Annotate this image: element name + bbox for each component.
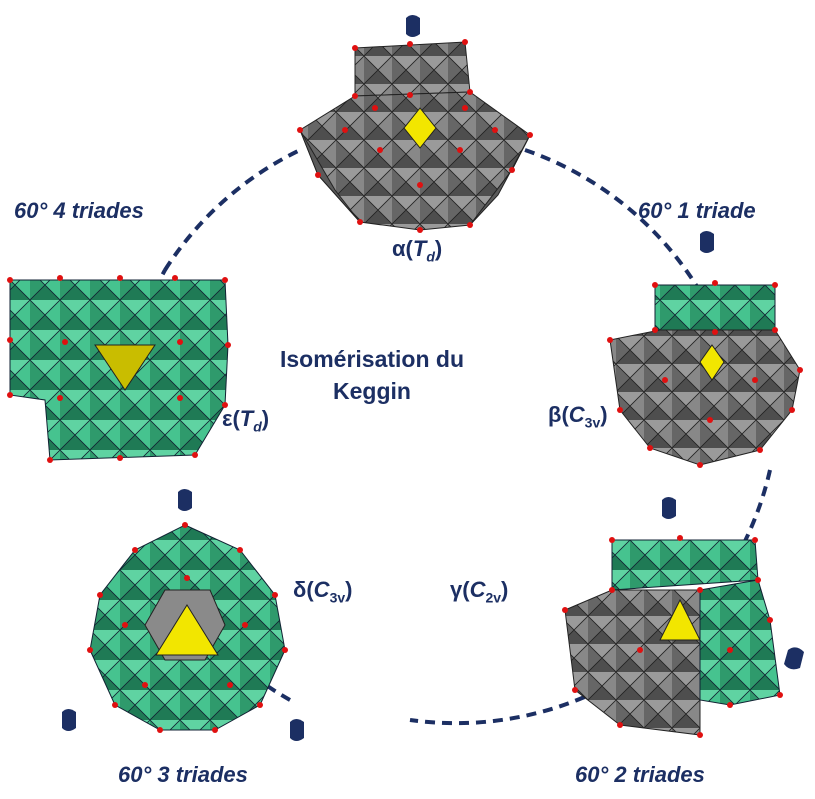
beta-isomer-structure — [607, 231, 803, 468]
epsilon-letter: ε — [222, 406, 233, 431]
alpha-label: α(Td) — [392, 236, 443, 265]
delta-subscript: 3v — [329, 589, 346, 606]
beta-label: β(C3v) — [548, 402, 608, 431]
epsilon-label: ε(Td) — [222, 406, 270, 435]
label-two-triads: 60° 2 triades — [575, 762, 705, 787]
gamma-isomer-structure — [562, 497, 804, 738]
beta-subscript: 3v — [584, 414, 601, 431]
epsilon-subscript: d — [253, 418, 262, 435]
gamma-label: γ(C2v) — [450, 577, 509, 606]
epsilon-isomer-structure — [7, 275, 231, 463]
alpha-isomer-structure — [297, 15, 533, 233]
label-three-triads: 60° 3 triades — [118, 762, 248, 787]
label-one-triad: 60° 1 triade — [638, 198, 756, 223]
delta-isomer-structure — [62, 489, 304, 741]
alpha-letter: α — [392, 236, 406, 261]
alpha-symmetry: T — [412, 236, 427, 261]
title-line-2: Keggin — [333, 378, 411, 404]
delta-letter: δ — [293, 577, 307, 602]
beta-symmetry: C — [568, 402, 585, 427]
gamma-letter: γ — [450, 577, 463, 602]
epsilon-symmetry: T — [239, 406, 254, 431]
delta-symmetry: C — [313, 577, 330, 602]
title-line-1: Isomérisation du — [279, 346, 465, 372]
gamma-subscript: 2v — [485, 589, 502, 606]
gamma-symmetry: C — [469, 577, 486, 602]
alpha-subscript: d — [426, 248, 435, 265]
beta-letter: β — [548, 402, 562, 427]
delta-label: δ(C3v) — [293, 577, 353, 606]
diagram-title: Isomérisation du Keggin — [262, 343, 482, 407]
label-four-triads: 60° 4 triades — [14, 198, 144, 223]
